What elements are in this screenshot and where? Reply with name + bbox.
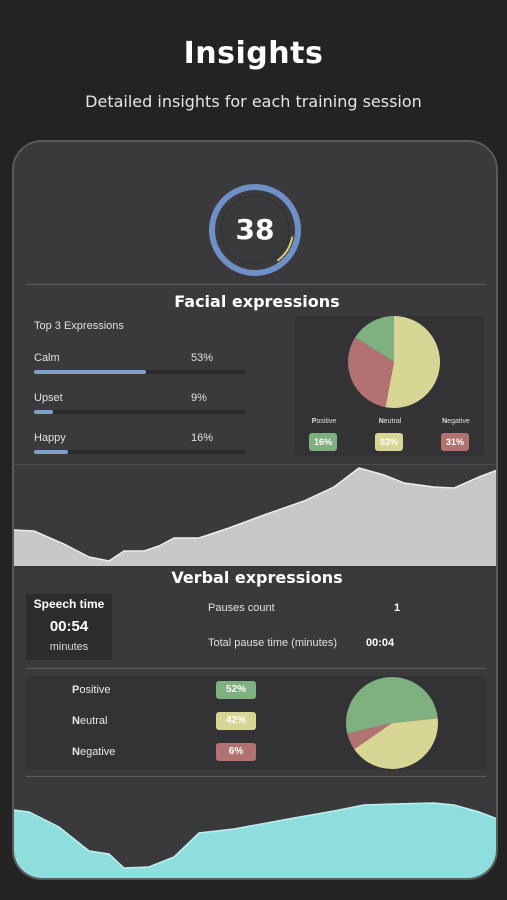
score-ring-track [209, 184, 301, 276]
score-inner-ring [220, 195, 290, 265]
facial-legend-label: Positive [311, 418, 337, 425]
page-title: Insights [183, 36, 324, 71]
facial-pie-panel: Positive 16% Neutral 53% Negative 31% [294, 316, 484, 456]
verbal-trend-area [14, 803, 496, 878]
verbal-sentiment-badge: 42% [216, 712, 256, 730]
divider [26, 776, 486, 777]
divider [26, 284, 486, 285]
expression-bar-track [34, 450, 246, 454]
expression-name: Upset [34, 392, 63, 404]
pauses-count-value: 1 [394, 602, 401, 614]
verbal-trend-line [14, 802, 496, 869]
facial-pie-slice [355, 316, 394, 362]
verbal-sentiment-badge: 6% [216, 743, 256, 761]
facial-pie-slice [385, 316, 440, 408]
facial-legend-label: Neutral [378, 418, 402, 425]
facial-section-title: Facial expressions [174, 292, 340, 311]
facial-legend-badge: 16% [309, 433, 337, 451]
verbal-sentiment-label: Neutral [72, 715, 108, 727]
facial-trend-chart [14, 464, 496, 566]
speech-time-label: Speech time [33, 597, 105, 611]
expression-bar-fill [34, 410, 53, 414]
divider [26, 668, 486, 669]
verbal-pie-chart [346, 677, 438, 769]
facial-legend-label: Negative [442, 418, 470, 425]
score-ring [207, 182, 303, 278]
facial-pie-slice [348, 337, 394, 408]
verbal-pie-slice [346, 677, 438, 734]
verbal-pie-slice [347, 723, 392, 750]
verbal-sentiment-panel: Positive 52% Neutral 42% Negative 6% [26, 676, 486, 770]
speech-time-unit: minutes [49, 641, 89, 653]
expression-bar-track [34, 410, 246, 414]
facial-legend-badge: 53% [375, 433, 403, 451]
verbal-sentiment-label: Negative [72, 746, 116, 758]
expression-percent: 9% [191, 392, 207, 404]
score-progress-arc [276, 236, 294, 262]
expression-name: Happy [34, 432, 66, 444]
facial-trend-area [14, 468, 496, 566]
expression-bar-fill [34, 450, 68, 454]
verbal-trend-chart [14, 802, 496, 878]
facial-legend-badge: 31% [441, 433, 469, 451]
facial-pie-chart [348, 316, 440, 408]
page-subtitle: Detailed insights for each training sess… [85, 92, 422, 111]
total-pause-value: 00:04 [366, 637, 395, 649]
facial-trend-line [14, 467, 496, 562]
verbal-sentiment-badge: 52% [216, 681, 256, 699]
expression-percent: 53% [191, 352, 214, 364]
score-value: 38 [235, 213, 275, 246]
speech-time-value: 00:54 [49, 618, 89, 635]
expression-bar-track [34, 370, 246, 374]
expression-percent: 16% [191, 432, 214, 444]
pauses-count-label: Pauses count [208, 602, 275, 614]
verbal-sentiment-label: Positive [72, 684, 111, 696]
top-expressions-label: Top 3 Expressions [34, 320, 124, 332]
total-pause-label: Total pause time (minutes) [208, 637, 337, 649]
expression-name: Calm [34, 352, 60, 364]
verbal-pie-slice [354, 718, 438, 769]
phone-mockup: 38 Facial expressions Top 3 Expressions … [12, 140, 498, 880]
verbal-section-title: Verbal expressions [171, 568, 343, 587]
speech-time-card: Speech time 00:54 minutes [26, 594, 112, 660]
expression-bar-fill [34, 370, 146, 374]
